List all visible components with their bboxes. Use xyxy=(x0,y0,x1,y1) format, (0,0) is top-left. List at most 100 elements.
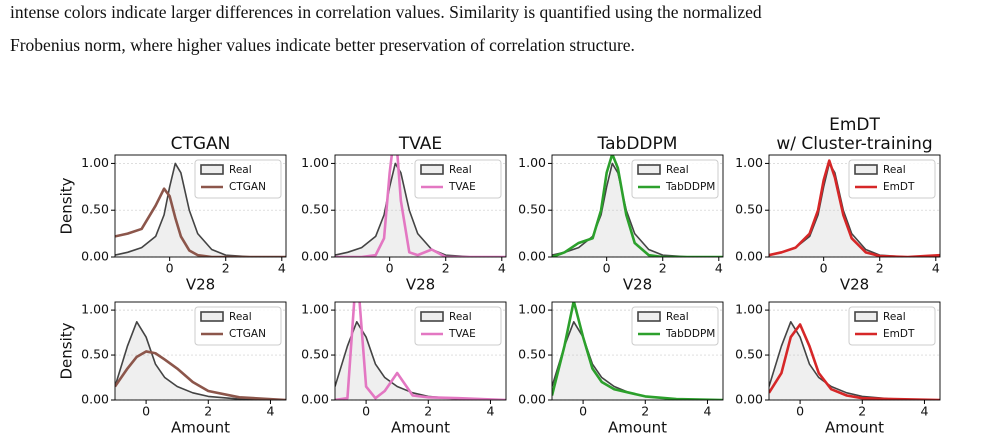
subplot: 0.00 0.50 1.00 0 2 4 Real TVAE V28 xyxy=(301,154,507,294)
y-tick-label: 1.00 xyxy=(81,155,109,170)
axes-frame xyxy=(768,301,941,401)
paragraph-line: intense colors indicate larger differenc… xyxy=(10,2,762,22)
x-tick-label: 0 xyxy=(362,404,370,419)
legend-swatch xyxy=(637,311,661,322)
legend: Real CTGAN xyxy=(194,159,282,199)
area xyxy=(115,163,286,257)
y-tick-label: 0.00 xyxy=(301,249,329,264)
subplot-title: TVAE xyxy=(398,134,443,154)
subplot-title: TabDDPM xyxy=(597,134,678,154)
axes-frame xyxy=(114,301,287,401)
legend-swatch xyxy=(420,164,444,175)
x-tick-label: 2 xyxy=(424,404,432,419)
x-tick-label: 4 xyxy=(715,261,723,276)
legend-label: Real xyxy=(666,311,689,323)
y-tick-label: 0.50 xyxy=(81,347,109,362)
y-tick-label: 0.00 xyxy=(518,249,546,264)
line xyxy=(552,302,723,400)
subplot: 0.00 0.50 1.00 0 2 4 Real CTGAN Amount Density xyxy=(58,301,287,437)
legend-label: Real xyxy=(666,164,689,176)
line xyxy=(769,159,940,257)
y-axis-label: Density xyxy=(58,322,76,379)
legend-label: TabDDPM xyxy=(665,328,715,340)
legend-label: Real xyxy=(883,311,906,323)
area xyxy=(769,163,940,257)
area xyxy=(769,321,940,400)
x-tick-label: 0 xyxy=(142,404,150,419)
y-tick-label: 0.00 xyxy=(735,392,763,407)
x-tick-label: 2 xyxy=(641,404,649,419)
legend-swatch xyxy=(420,311,444,322)
x-tick-label: 2 xyxy=(222,261,230,276)
x-axis-label: V28 xyxy=(840,276,869,294)
y-tick-label: 1.00 xyxy=(81,302,109,317)
legend: Real TabDDPM xyxy=(631,159,719,199)
y-tick-label: 1.00 xyxy=(301,155,329,170)
legend-swatch xyxy=(200,311,224,322)
axes-frame xyxy=(768,154,941,258)
x-tick-label: 4 xyxy=(486,404,494,419)
subplot-title: EmDT w/ Cluster-training xyxy=(776,115,933,154)
axes-frame xyxy=(551,301,724,401)
x-axis-label: Amount xyxy=(391,419,450,437)
subplot: 0.00 0.50 1.00 0 2 4 Real EmDT Amount xyxy=(735,301,941,437)
legend-label: Real xyxy=(229,311,252,323)
axes-frame xyxy=(114,154,287,258)
area xyxy=(335,321,506,400)
subplot: 0.00 0.50 1.00 0 2 4 Real CTGAN V28 Density xyxy=(58,154,287,294)
y-tick-label: 0.00 xyxy=(518,392,546,407)
legend-label: CTGAN xyxy=(229,181,266,193)
y-tick-label: 0.50 xyxy=(735,202,763,217)
y-tick-label: 0.50 xyxy=(518,202,546,217)
y-tick-label: 1.00 xyxy=(518,155,546,170)
legend-label: Real xyxy=(883,164,906,176)
y-tick-label: 0.00 xyxy=(301,392,329,407)
line xyxy=(115,350,286,400)
line xyxy=(335,302,506,400)
x-axis-label: Amount xyxy=(171,419,230,437)
y-tick-label: 0.00 xyxy=(81,392,109,407)
legend-label: EmDT xyxy=(883,181,915,193)
area xyxy=(552,321,723,400)
legend-label: TVAE xyxy=(448,181,476,193)
legend-label: CTGAN xyxy=(229,328,266,340)
legend: Real EmDT xyxy=(848,306,936,346)
line xyxy=(769,323,940,400)
legend-swatch xyxy=(200,164,224,175)
legend-label: TVAE xyxy=(448,328,476,340)
y-tick-label: 0.50 xyxy=(518,347,546,362)
legend: Real TVAE xyxy=(414,159,502,199)
y-tick-label: 0.00 xyxy=(81,249,109,264)
legend-label: Real xyxy=(449,164,472,176)
axes-frame xyxy=(551,154,724,258)
x-axis-label: Amount xyxy=(825,419,884,437)
plot-area xyxy=(769,320,940,400)
area xyxy=(115,321,286,400)
legend: Real EmDT xyxy=(848,159,936,199)
y-tick-label: 0.00 xyxy=(735,249,763,264)
x-tick-label: 2 xyxy=(876,261,884,276)
subplot: 0.00 0.50 1.00 0 2 4 Real TabDDPM V28 xyxy=(518,154,724,294)
plot-area xyxy=(115,320,286,400)
paragraph-line: Frobenius norm, where higher values indi… xyxy=(10,35,635,55)
y-tick-label: 0.50 xyxy=(301,202,329,217)
x-tick-label: 4 xyxy=(932,261,940,276)
y-tick-label: 0.50 xyxy=(301,347,329,362)
x-tick-label: 4 xyxy=(278,261,286,276)
subplot: 0.00 0.50 1.00 0 2 4 Real EmDT V28 xyxy=(735,154,941,294)
x-tick-label: 0 xyxy=(796,404,804,419)
x-tick-label: 4 xyxy=(703,404,711,419)
legend-swatch xyxy=(854,164,878,175)
y-axis-label: Density xyxy=(58,177,76,234)
legend-label: TabDDPM xyxy=(665,181,715,193)
line xyxy=(115,187,286,257)
x-axis-label: V28 xyxy=(623,276,652,294)
line xyxy=(115,162,286,257)
x-tick-label: 0 xyxy=(603,261,611,276)
x-tick-label: 0 xyxy=(386,261,394,276)
y-tick-label: 1.00 xyxy=(735,155,763,170)
legend: Real TVAE xyxy=(414,306,502,346)
x-tick-label: 0 xyxy=(579,404,587,419)
